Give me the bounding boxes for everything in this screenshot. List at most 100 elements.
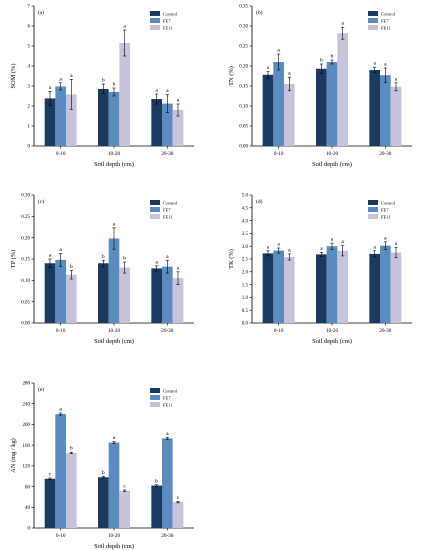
chart-panel-1: 0 1 2 3 4 5 6 7 (a) SOM (%) Soil depth (cm) 0-10 a a a… [10,5,194,168]
legend-swatch [150,18,160,23]
category-label: 10-20 [326,328,339,334]
significance-letter: b [70,264,73,270]
x-axis-label: Soil depth (cm) [94,338,134,345]
y-tick-label: 1 [28,125,31,130]
bar-control [44,478,56,528]
y-tick-label: 3.0 [242,245,249,250]
significance-letter: a [49,253,52,259]
significance-letter: a [341,239,344,245]
y-tick-label: 0 [28,527,31,532]
bar-control [262,253,274,323]
y-tick-label: 0.00 [21,322,30,327]
y-tick-label: 200 [23,423,31,428]
y-tick-label: 4.0 [242,219,249,224]
significance-letter: a [177,265,180,271]
legend-swatch [368,11,378,16]
legend-swatch [150,395,160,400]
x-axis-label: Soil depth (cm) [94,161,134,168]
y-tick-label: 0.00 [239,145,248,150]
bar-control [369,70,380,146]
significance-letter: a [373,61,376,67]
panel-label: (c) [38,198,44,205]
significance-letter: a [384,62,387,68]
significance-letter: c [123,483,126,489]
y-tick-label: 0.15 [239,85,248,90]
chart-panel-4: 0.0 0.5 1.0 1.5 2.0 2.5 3.0 3.5 4.0 4.5 5.0 (d) TK (… [228,194,412,345]
bar-control [151,268,162,323]
legend-label: Control [163,388,178,393]
significance-letter: a [288,247,291,253]
legend-label: FE7 [163,18,171,23]
bar-control [151,99,162,146]
y-tick-label: 5 [28,45,31,50]
category-label: 10-20 [326,151,339,157]
legend-label: Control [163,11,178,16]
y-tick-label: 0.10 [239,105,248,110]
bar-fe11 [284,256,295,323]
y-tick-label: 0.15 [21,258,30,263]
significance-letter: a [166,88,169,94]
y-tick-label: 0.10 [21,279,30,284]
significance-letter: b [70,446,73,452]
legend-swatch [368,207,378,212]
significance-letter: a [155,88,158,94]
y-tick-label: 0.5 [242,309,249,314]
y-tick-label: 0 [28,145,31,150]
y-tick-label: 0.20 [239,65,248,70]
significance-letter: a [59,247,62,253]
category-label: 20-30 [379,151,392,157]
legend-label: FE11 [381,214,391,219]
category-label: 20-30 [161,328,174,334]
x-axis-label: Soil depth (cm) [312,338,352,345]
category-label: 0-10 [56,151,66,157]
y-tick-label: 0.35 [239,5,248,10]
legend-label: FE7 [163,395,171,400]
bar-fe11 [390,86,402,146]
y-tick-label: 4 [28,65,31,70]
bar-fe7 [108,442,120,528]
bar-control [316,254,327,323]
y-tick-label: 3 [28,85,31,90]
y-tick-label: 2.0 [242,271,249,276]
bar-fe11 [337,250,348,323]
category-label: 20-30 [161,151,174,157]
bar-fe7 [55,259,66,323]
bar-control [151,485,162,528]
category-label: 10-20 [108,328,121,334]
significance-letter: a [331,237,334,243]
bar-fe7 [55,414,66,528]
significance-letter: b [102,470,105,476]
bar-fe7 [380,75,391,146]
panel-label: (a) [38,9,44,16]
y-tick-label: 5.0 [242,194,249,199]
legend-label: Control [381,11,396,16]
category-label: 10-20 [108,533,121,539]
y-tick-label: 240 [23,402,31,407]
significance-letter: a [49,85,52,91]
significance-letter: b [320,58,323,64]
legend-label: FE7 [381,18,389,23]
bar-fe7 [380,245,391,323]
bar-fe11 [119,267,130,323]
category-label: 0-10 [56,533,66,539]
significance-letter: a [288,71,291,77]
bar-control [44,98,56,146]
y-axis-label: SOM (%) [10,63,17,88]
chart-panel-5: 0 40 80 120 160 200 240 280 (e) AN (mg / kg) Soil … [10,382,194,550]
bar-fe7 [108,92,120,146]
chart-panel-3: 0.00 0.05 0.10 0.15 0.20 0.25 0.30 (c) TP (%) Soi… [10,194,194,345]
legend-swatch [150,388,160,393]
category-label: 20-30 [379,328,392,334]
panel-label: (d) [256,198,263,205]
y-axis-label: TK (%) [228,249,235,269]
significance-letter: a [123,24,126,30]
bar-fe11 [119,43,130,146]
significance-letter: b [155,478,158,484]
bar-fe7 [55,86,66,146]
legend-label: FE7 [381,207,389,212]
y-axis-label: TN (%) [228,66,235,86]
bar-control [98,263,109,323]
y-tick-label: 160 [23,444,31,449]
bar-fe7 [162,103,173,146]
